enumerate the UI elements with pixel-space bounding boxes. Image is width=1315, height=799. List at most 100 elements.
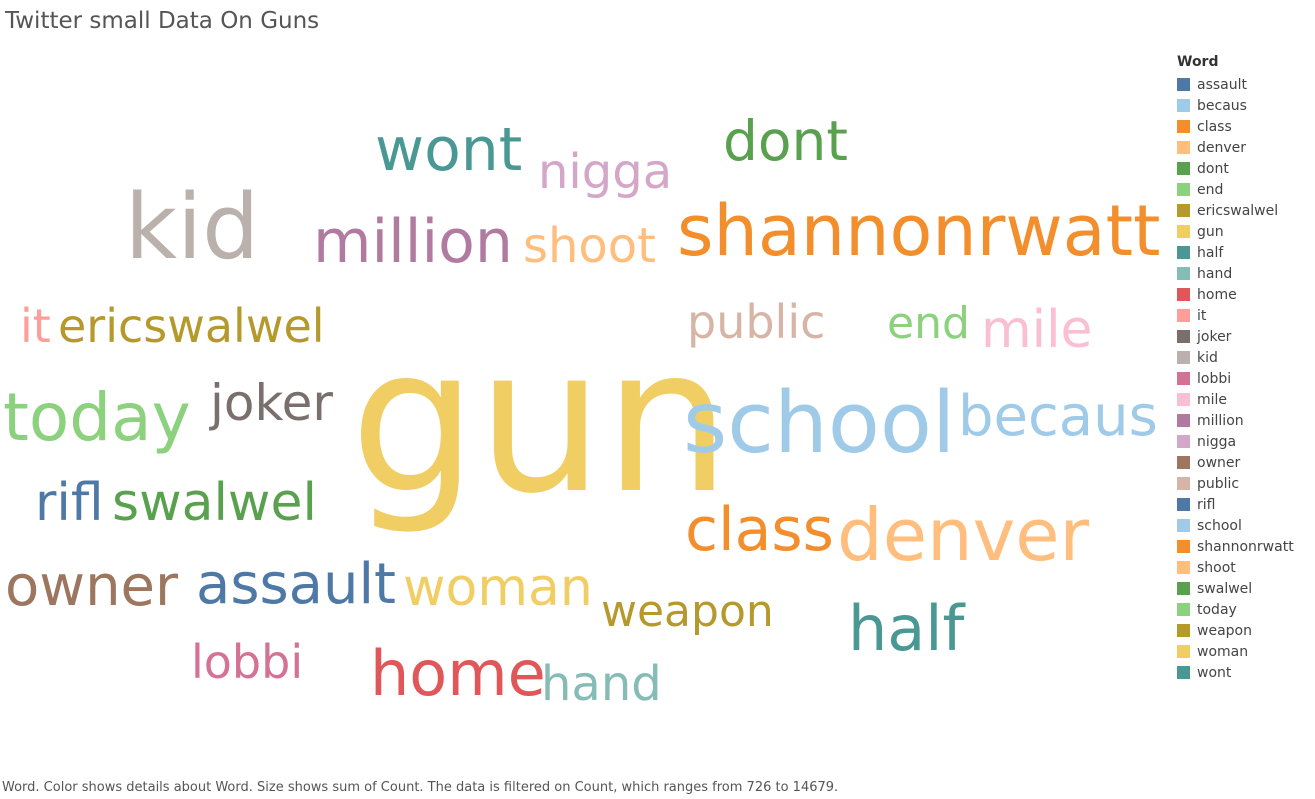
word-wont: wont	[375, 115, 522, 185]
legend-swatch	[1177, 183, 1190, 196]
word-weapon: weapon	[601, 586, 774, 637]
legend-title: Word	[1177, 54, 1219, 70]
legend-item-rifl[interactable]: rifl	[1177, 494, 1294, 515]
legend-label: home	[1197, 286, 1237, 303]
legend-item-it[interactable]: it	[1177, 305, 1294, 326]
legend-item-half[interactable]: half	[1177, 242, 1294, 263]
legend-label: assault	[1197, 76, 1247, 93]
word-it: it	[20, 299, 51, 353]
legend-label: shoot	[1197, 559, 1236, 576]
word-dont: dont	[723, 109, 848, 173]
legend-item-denver[interactable]: denver	[1177, 137, 1294, 158]
legend-swatch	[1177, 519, 1190, 532]
legend-swatch	[1177, 330, 1190, 343]
legend-label: lobbi	[1197, 370, 1232, 387]
legend-item-gun[interactable]: gun	[1177, 221, 1294, 242]
legend-label: kid	[1197, 349, 1218, 366]
legend-label: woman	[1197, 643, 1249, 660]
legend-label: today	[1197, 601, 1237, 618]
word-class: class	[685, 495, 834, 565]
word-swalwel: swalwel	[112, 473, 317, 533]
word-million: million	[313, 207, 513, 277]
word-owner: owner	[5, 554, 179, 619]
legend-label: dont	[1197, 160, 1229, 177]
legend-item-class[interactable]: class	[1177, 116, 1294, 137]
chart-footnote: Word. Color shows details about Word. Si…	[2, 780, 839, 795]
legend-item-swalwel[interactable]: swalwel	[1177, 578, 1294, 599]
legend-swatch	[1177, 561, 1190, 574]
legend-item-million[interactable]: million	[1177, 410, 1294, 431]
legend-swatch	[1177, 540, 1190, 553]
legend-swatch	[1177, 267, 1190, 280]
word-becaus: becaus	[958, 384, 1158, 449]
legend-item-joker[interactable]: joker	[1177, 326, 1294, 347]
legend-item-kid[interactable]: kid	[1177, 347, 1294, 368]
legend-label: weapon	[1197, 622, 1252, 639]
word-rifl: rifl	[35, 473, 104, 533]
legend-item-weapon[interactable]: weapon	[1177, 620, 1294, 641]
legend-swatch	[1177, 141, 1190, 154]
legend-swatch	[1177, 120, 1190, 133]
legend-label: rifl	[1197, 496, 1216, 513]
legend-swatch	[1177, 666, 1190, 679]
legend-swatch	[1177, 477, 1190, 490]
legend-item-lobbi[interactable]: lobbi	[1177, 368, 1294, 389]
legend-label: denver	[1197, 139, 1247, 156]
legend-item-becaus[interactable]: becaus	[1177, 95, 1294, 116]
legend-label: joker	[1197, 328, 1232, 345]
legend-swatch	[1177, 204, 1190, 217]
word-assault: assault	[196, 552, 396, 617]
legend-item-dont[interactable]: dont	[1177, 158, 1294, 179]
word-hand: hand	[541, 656, 662, 712]
legend-item-today[interactable]: today	[1177, 599, 1294, 620]
word-half: half	[848, 592, 967, 665]
legend-swatch	[1177, 288, 1190, 301]
legend-item-mile[interactable]: mile	[1177, 389, 1294, 410]
legend-swatch	[1177, 225, 1190, 238]
legend-swatch	[1177, 645, 1190, 658]
legend-item-home[interactable]: home	[1177, 284, 1294, 305]
legend-swatch	[1177, 414, 1190, 427]
legend-swatch	[1177, 603, 1190, 616]
legend-item-wont[interactable]: wont	[1177, 662, 1294, 683]
legend-label: school	[1197, 517, 1242, 534]
legend-swatch	[1177, 351, 1190, 364]
word-nigga: nigga	[538, 144, 672, 200]
legend-item-public[interactable]: public	[1177, 473, 1294, 494]
legend-label: ericswalwel	[1197, 202, 1279, 219]
word-public: public	[687, 295, 825, 349]
word-ericswalwel: ericswalwel	[58, 299, 325, 353]
legend-item-shannonrwatt[interactable]: shannonrwatt	[1177, 536, 1294, 557]
legend-item-school[interactable]: school	[1177, 515, 1294, 536]
legend-swatch	[1177, 99, 1190, 112]
word-joker: joker	[209, 374, 333, 432]
legend-label: gun	[1197, 223, 1224, 240]
legend-swatch	[1177, 78, 1190, 91]
legend-swatch	[1177, 456, 1190, 469]
legend-label: public	[1197, 475, 1240, 492]
legend-item-assault[interactable]: assault	[1177, 74, 1294, 95]
legend-item-nigga[interactable]: nigga	[1177, 431, 1294, 452]
word-end: end	[887, 298, 970, 349]
legend-swatch	[1177, 624, 1190, 637]
legend-item-shoot[interactable]: shoot	[1177, 557, 1294, 578]
legend-label: hand	[1197, 265, 1233, 282]
legend-swatch	[1177, 309, 1190, 322]
legend-item-owner[interactable]: owner	[1177, 452, 1294, 473]
legend-item-end[interactable]: end	[1177, 179, 1294, 200]
word-today: today	[3, 379, 191, 456]
legend-label: swalwel	[1197, 580, 1253, 597]
legend-item-hand[interactable]: hand	[1177, 263, 1294, 284]
legend-label: becaus	[1197, 97, 1247, 114]
word-home: home	[370, 637, 546, 710]
chart-title: Twitter small Data On Guns	[5, 8, 320, 34]
legend-swatch	[1177, 372, 1190, 385]
word-woman: woman	[403, 558, 593, 618]
legend-label: half	[1197, 244, 1224, 261]
legend-label: mile	[1197, 391, 1228, 408]
legend-item-ericswalwel[interactable]: ericswalwel	[1177, 200, 1294, 221]
word-denver: denver	[837, 493, 1090, 577]
legend: Word assault becaus class denver dont end eric…	[1177, 54, 1294, 683]
legend-item-woman[interactable]: woman	[1177, 641, 1294, 662]
legend-swatch	[1177, 435, 1190, 448]
